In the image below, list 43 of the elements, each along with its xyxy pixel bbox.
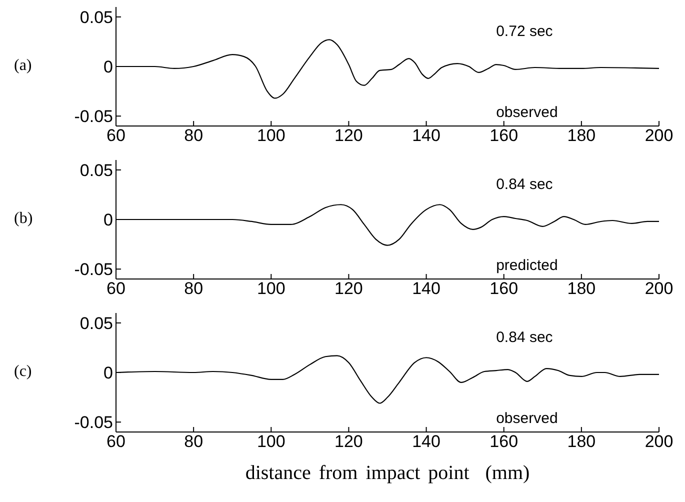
x-tick-label: 60 [106, 432, 126, 452]
annotation: 0.84 sec [496, 329, 553, 346]
y-tick-label: -0.05 [74, 260, 113, 280]
x-tick-label: 80 [184, 279, 204, 298]
text: (b) [14, 210, 33, 228]
annotation: predicted [496, 257, 558, 274]
y-tick-label: 0 [104, 210, 113, 230]
x-tick-label: 100 [256, 126, 286, 146]
annotation: 0.84 sec [496, 176, 553, 193]
x-tick-label: 200 [644, 126, 674, 146]
x-tick-label: 60 [106, 126, 126, 146]
x-tick-label: 200 [644, 432, 674, 452]
x-tick-label: 200 [644, 279, 674, 298]
x-axis-title: distance from impact point (mm) [244, 462, 531, 485]
x-tick-label: 160 [490, 432, 518, 452]
x-tick-label: 80 [184, 126, 204, 146]
x-tick-label: 140 [412, 432, 440, 452]
y-tick-label: 0 [104, 364, 113, 383]
annotation: observed [496, 410, 558, 427]
x-tick-label: 60 [106, 279, 126, 298]
x-tick-label: 180 [567, 126, 596, 146]
annotation: 0.72 sec [496, 23, 553, 40]
x-tick-label: 160 [490, 279, 518, 298]
x-tick-label: 80 [184, 432, 204, 452]
y-tick-label: 0 [104, 58, 113, 77]
x-tick-label: 120 [334, 126, 363, 146]
y-tick-label: 0.05 [80, 314, 113, 333]
x-tick-label: 180 [567, 432, 596, 452]
y-tick-label: -0.05 [74, 413, 113, 432]
x-tick-label: 160 [490, 126, 518, 146]
text: (c) [14, 362, 32, 380]
annotation: observed [496, 104, 558, 121]
x-tick-label: 100 [256, 432, 286, 452]
y-tick-label: 0.05 [80, 8, 113, 27]
x-tick-label: 120 [334, 279, 363, 298]
x-tick-label: 100 [256, 279, 286, 298]
x-tick-label: 180 [567, 279, 596, 298]
x-tick-label: 140 [412, 279, 440, 298]
x-tick-label: 120 [334, 432, 363, 452]
y-tick-label: -0.05 [74, 107, 113, 126]
x-tick-label: 140 [412, 126, 440, 146]
y-tick-label: 0.05 [80, 160, 113, 180]
text: (a) [14, 56, 32, 74]
